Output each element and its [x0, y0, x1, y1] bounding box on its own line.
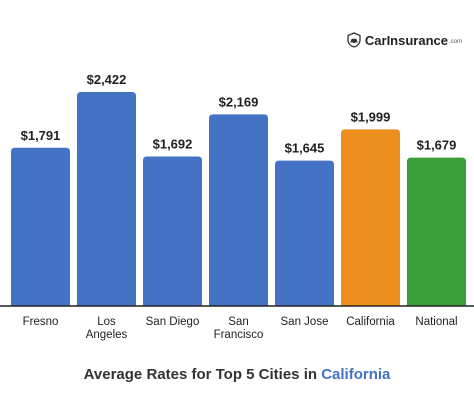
category-label-1-line-1: Angeles [86, 329, 128, 341]
bars-group [11, 92, 466, 307]
value-label-3: $2,169 [219, 94, 259, 109]
category-label-5-line-0: California [346, 316, 395, 328]
category-label-0-line-0: Fresno [23, 316, 59, 328]
value-label-5: $1,999 [351, 109, 391, 124]
bar-0 [11, 147, 70, 306]
value-label-4: $1,645 [285, 141, 325, 156]
category-label-4: San Jose [281, 316, 329, 328]
value-label-0: $1,791 [21, 128, 61, 143]
category-label-6: National [415, 316, 457, 328]
value-label-1: $2,422 [87, 72, 127, 87]
bar-4 [275, 160, 334, 306]
category-label-1: Los Angeles [86, 316, 128, 341]
category-label-1-line-0: Los [97, 316, 116, 328]
value-label-2: $1,692 [153, 137, 193, 152]
category-label-5: California [346, 316, 395, 328]
bar-2 [143, 156, 202, 306]
value-labels-group: $1,791 $2,422 $1,692 $2,169 $1,645 $1,999 $1,6… [21, 72, 457, 156]
category-label-0: Fresno [23, 316, 59, 328]
logo-suffix: .com [448, 39, 462, 45]
category-label-2: San Diego [146, 316, 200, 328]
category-label-4-line-0: San Jose [281, 316, 329, 328]
bar-3 [209, 114, 268, 307]
category-label-3: San Francisco [214, 316, 264, 341]
value-label-6: $1,679 [417, 138, 457, 153]
bar-6 [407, 157, 466, 306]
category-label-3-line-0: San [228, 316, 248, 328]
category-label-6-line-0: National [415, 316, 457, 328]
bar-1 [77, 92, 136, 306]
carinsurance-logo: CarInsurance .com [346, 30, 462, 50]
category-label-2-line-0: San Diego [146, 316, 200, 328]
logo-text: CarInsurance [364, 32, 448, 48]
car-shield-icon [347, 32, 361, 48]
chart-title-prefix: Average Rates for Top 5 Cities in [83, 366, 322, 383]
category-label-3-line-1: Francisco [214, 329, 264, 341]
bar-5 [341, 129, 400, 306]
chart-title: Average Rates for Top 5 Cities in Califo… [0, 366, 474, 383]
chart-title-accent: California [321, 366, 391, 383]
